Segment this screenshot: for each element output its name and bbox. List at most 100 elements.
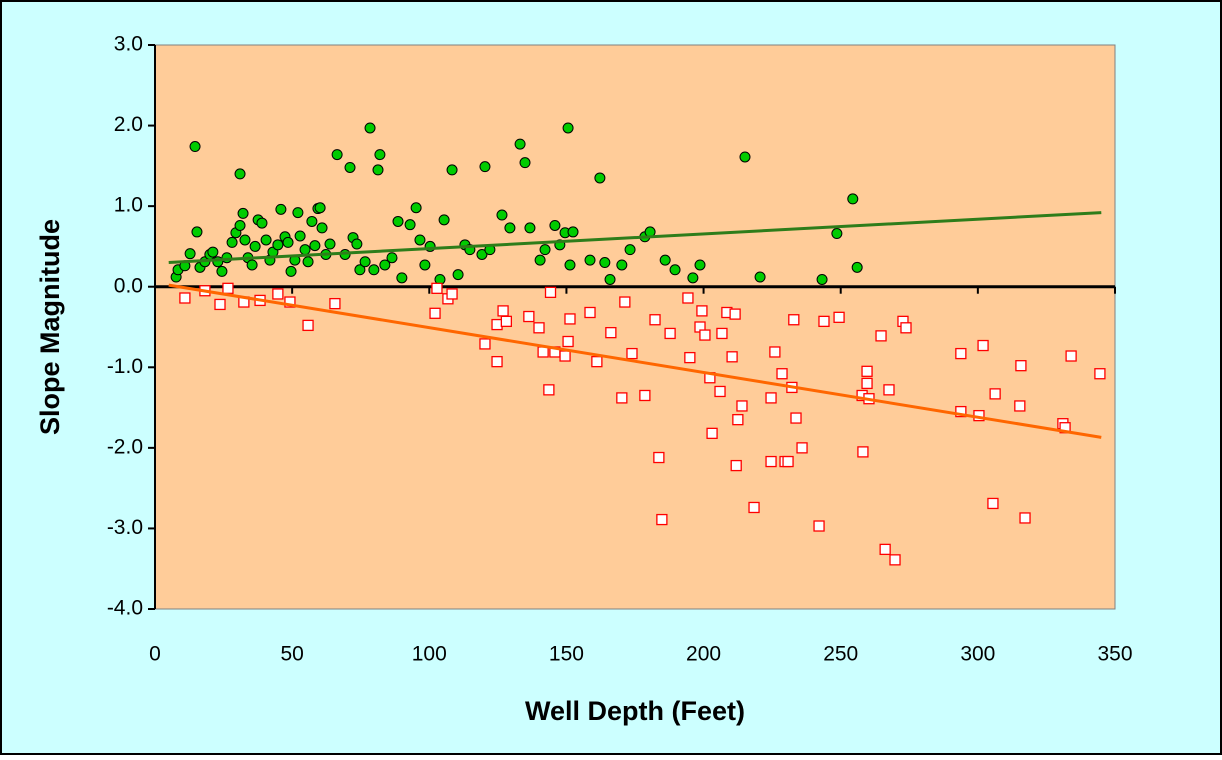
point <box>497 305 509 317</box>
point <box>619 296 631 308</box>
y-tick-label: -3.0 <box>107 516 143 539</box>
point <box>179 292 191 304</box>
point <box>504 222 516 234</box>
point <box>594 172 606 184</box>
trend-line <box>168 211 1102 265</box>
point <box>272 288 284 300</box>
point <box>476 248 488 260</box>
point <box>479 161 491 173</box>
point <box>989 388 1001 400</box>
point <box>302 319 314 332</box>
point <box>316 222 328 234</box>
point <box>639 389 651 402</box>
point <box>656 513 668 526</box>
point <box>626 347 638 360</box>
y-tick-label: 2.0 <box>114 113 143 136</box>
y-tick-label: -4.0 <box>107 597 143 620</box>
point <box>479 338 491 350</box>
x-tick-label: 250 <box>823 643 858 666</box>
point <box>562 122 574 134</box>
point <box>282 236 294 248</box>
point <box>653 451 665 464</box>
point <box>329 297 341 310</box>
point <box>857 446 869 458</box>
point <box>374 149 386 161</box>
point <box>1014 400 1026 412</box>
plot-area <box>154 44 1116 610</box>
point <box>754 271 766 283</box>
point <box>292 207 304 219</box>
y-tick-label: 0.0 <box>114 274 143 297</box>
point <box>285 265 297 277</box>
point <box>396 272 408 284</box>
point <box>1094 368 1106 380</box>
x-tick-label: 0 <box>149 643 161 666</box>
x-tick-label: 150 <box>549 643 584 666</box>
point <box>875 330 887 342</box>
point <box>372 164 384 176</box>
point <box>900 322 912 334</box>
x-tick-label: 350 <box>1097 643 1132 666</box>
x-tick-label: 300 <box>960 643 995 666</box>
point <box>543 384 555 396</box>
point <box>955 347 967 360</box>
point <box>260 234 272 246</box>
y-tick-label: 1.0 <box>114 194 143 217</box>
y-tick-label: 3.0 <box>114 33 143 56</box>
point <box>221 252 233 264</box>
point <box>184 248 196 260</box>
point <box>765 392 777 404</box>
point <box>564 259 576 271</box>
point <box>294 230 306 242</box>
point <box>616 392 628 404</box>
point <box>344 161 356 173</box>
point <box>1015 360 1027 372</box>
point <box>851 261 863 273</box>
point <box>214 298 226 311</box>
point <box>524 222 536 234</box>
point <box>284 296 296 308</box>
point <box>687 272 699 284</box>
point <box>788 314 800 326</box>
y-axis-title: Slope Magnitude <box>35 219 65 435</box>
point <box>302 256 314 268</box>
point <box>446 288 458 300</box>
point <box>491 318 503 331</box>
point <box>559 350 571 362</box>
point <box>404 219 416 231</box>
trend-line <box>168 283 1102 439</box>
point <box>796 442 808 454</box>
point <box>591 355 603 368</box>
point <box>191 226 203 238</box>
point <box>222 282 234 294</box>
point <box>776 368 788 380</box>
x-tick-label: 50 <box>280 643 303 666</box>
point <box>331 149 343 161</box>
point <box>564 313 576 325</box>
point <box>239 234 251 246</box>
point <box>1065 350 1077 362</box>
point <box>706 427 718 440</box>
point <box>533 322 545 334</box>
point <box>659 254 671 266</box>
point <box>419 259 431 271</box>
point <box>955 405 967 418</box>
point <box>664 327 676 340</box>
point <box>649 314 661 326</box>
point <box>272 239 284 251</box>
point <box>584 254 596 266</box>
point <box>604 273 616 285</box>
point <box>414 234 426 246</box>
point <box>500 315 513 328</box>
point <box>429 307 441 319</box>
point <box>847 193 859 205</box>
point <box>716 327 728 340</box>
point <box>562 335 574 348</box>
point <box>714 385 726 398</box>
point <box>275 203 287 215</box>
x-tick-label: 100 <box>412 643 447 666</box>
point <box>249 240 261 252</box>
point <box>234 168 246 180</box>
point <box>309 240 321 252</box>
